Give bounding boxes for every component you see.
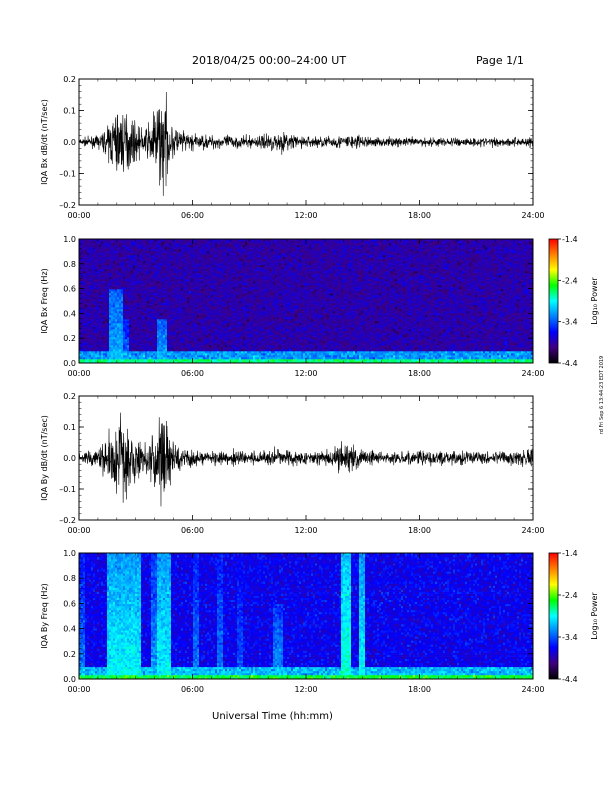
x-tick-label: 06:00 bbox=[181, 685, 204, 694]
panel-4 bbox=[79, 553, 534, 680]
y-tick-label: 0.1 bbox=[63, 107, 76, 116]
y-tick-label: 0.6 bbox=[63, 285, 76, 294]
colorbar-tick-label: -4.4 bbox=[562, 675, 578, 684]
y-tick-label: 0.2 bbox=[63, 75, 76, 84]
x-tick-label: 06:00 bbox=[181, 369, 204, 378]
y-tick-label: 0.2 bbox=[63, 650, 76, 659]
page-title: 2018/04/25 00:00–24:00 UT bbox=[192, 54, 346, 67]
y-tick-label: 0.8 bbox=[63, 574, 76, 583]
colorbar-tick-label: -1.4 bbox=[562, 235, 578, 244]
y-tick-label: 0.2 bbox=[63, 392, 76, 401]
y-tick-label: –0.1 bbox=[59, 170, 76, 179]
x-tick-label: 00:00 bbox=[67, 685, 90, 694]
y-tick-label: 0.0 bbox=[63, 359, 76, 368]
colorbar-tick-label: -1.4 bbox=[562, 549, 578, 558]
y-tick-label: –0.2 bbox=[59, 516, 76, 525]
y-tick-label: 0.1 bbox=[63, 423, 76, 432]
panel-1 bbox=[79, 91, 533, 196]
x-tick-label: 00:00 bbox=[67, 526, 90, 535]
colorbar-tick-label: -3.4 bbox=[562, 318, 578, 327]
x-tick-label: 24:00 bbox=[521, 685, 544, 694]
x-tick-label: 18:00 bbox=[408, 526, 431, 535]
x-tick-label: 24:00 bbox=[521, 211, 544, 220]
y-tick-label: 0.4 bbox=[63, 625, 76, 634]
y-tick-label: 0.0 bbox=[63, 454, 76, 463]
colorbar-label: Log₁₀ Power bbox=[590, 277, 599, 325]
x-tick-label: 18:00 bbox=[408, 211, 431, 220]
y-tick-label: –0.1 bbox=[59, 485, 76, 494]
x-axis-title: Universal Time (hh:mm) bbox=[212, 711, 333, 722]
x-tick-label: 12:00 bbox=[294, 369, 317, 378]
y-tick-label: 0.0 bbox=[63, 138, 76, 147]
panel-2 bbox=[79, 239, 534, 364]
colorbar bbox=[548, 238, 559, 364]
x-tick-label: 06:00 bbox=[181, 526, 204, 535]
y-tick-label: 0.8 bbox=[63, 260, 76, 269]
trace-line bbox=[79, 412, 533, 507]
y-axis-label: IQA By Freq (Hz) bbox=[40, 583, 49, 649]
y-axis-label: IQA Bx Freq (Hz) bbox=[40, 268, 49, 334]
colorbar-label: Log₁₀ Power bbox=[590, 592, 599, 640]
y-tick-label: 0.4 bbox=[63, 309, 76, 318]
x-tick-label: 00:00 bbox=[67, 369, 90, 378]
x-tick-label: 00:00 bbox=[67, 211, 90, 220]
colorbar-tick-label: -2.4 bbox=[562, 591, 578, 600]
y-tick-label: 1.0 bbox=[63, 235, 76, 244]
colorbar bbox=[548, 552, 559, 680]
y-tick-label: 1.0 bbox=[63, 549, 76, 558]
y-axis-label: IQA By dB/dt (nT/sec) bbox=[40, 415, 49, 501]
x-tick-label: 18:00 bbox=[408, 685, 431, 694]
page-number: Page 1/1 bbox=[476, 54, 524, 67]
panel-3 bbox=[79, 412, 533, 507]
trace-line bbox=[79, 91, 533, 196]
y-axis-label: IQA Bx dB/dt (nT/sec) bbox=[40, 99, 49, 185]
side-timestamp: rd Fri Sep 6 13:44:23 EDT 2019 bbox=[599, 295, 605, 495]
y-tick-label: 0.6 bbox=[63, 599, 76, 608]
colorbar-tick-label: -2.4 bbox=[562, 276, 578, 285]
y-tick-label: 0.0 bbox=[63, 675, 76, 684]
x-tick-label: 12:00 bbox=[294, 211, 317, 220]
x-tick-label: 24:00 bbox=[521, 369, 544, 378]
x-tick-label: 12:00 bbox=[294, 526, 317, 535]
colorbar-tick-label: -3.4 bbox=[562, 633, 578, 642]
x-tick-label: 18:00 bbox=[408, 369, 431, 378]
x-tick-label: 24:00 bbox=[521, 526, 544, 535]
colorbar-tick-label: -4.4 bbox=[562, 359, 578, 368]
x-tick-label: 06:00 bbox=[181, 211, 204, 220]
x-tick-label: 12:00 bbox=[294, 685, 317, 694]
y-tick-label: 0.2 bbox=[63, 334, 76, 343]
y-tick-label: –0.2 bbox=[59, 201, 76, 210]
